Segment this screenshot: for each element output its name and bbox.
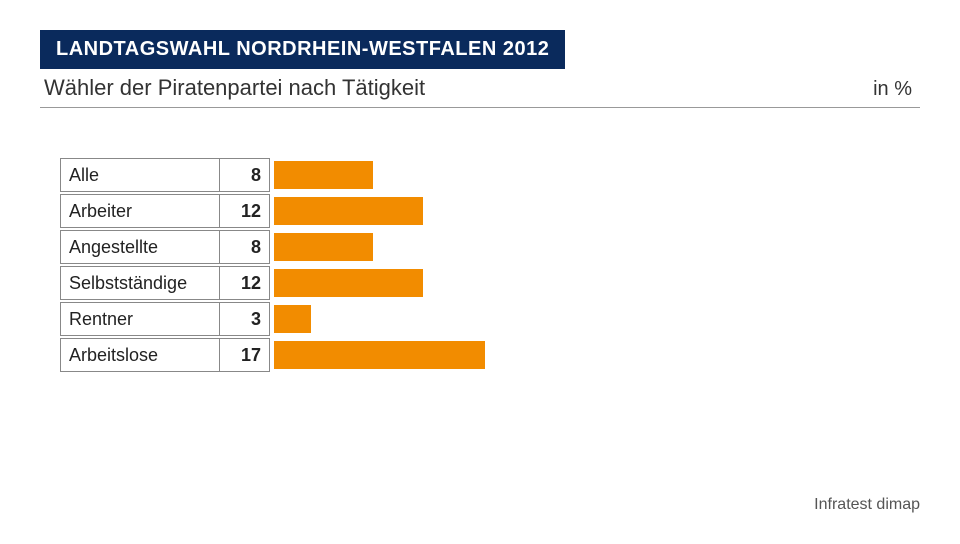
row-label: Angestellte <box>60 230 220 264</box>
bar <box>274 233 373 261</box>
subtitle-row: Wähler der Piratenpartei nach Tätigkeit … <box>40 75 920 108</box>
chart-row: Arbeitslose17 <box>60 338 920 372</box>
bar-cell <box>270 230 920 264</box>
row-value: 12 <box>220 194 270 228</box>
row-value: 8 <box>220 158 270 192</box>
bar <box>274 305 311 333</box>
row-value: 17 <box>220 338 270 372</box>
bar <box>274 161 373 189</box>
row-label: Arbeiter <box>60 194 220 228</box>
bar-cell <box>270 158 920 192</box>
chart-area: Alle8Arbeiter12Angestellte8Selbstständig… <box>40 158 920 372</box>
chart-row: Angestellte8 <box>60 230 920 264</box>
bar <box>274 269 423 297</box>
row-value: 12 <box>220 266 270 300</box>
bar-cell <box>270 266 920 300</box>
unit-label: in % <box>873 78 912 101</box>
row-label: Selbstständige <box>60 266 220 300</box>
bar-cell <box>270 194 920 228</box>
chart-row: Alle8 <box>60 158 920 192</box>
row-value: 3 <box>220 302 270 336</box>
bar <box>274 197 423 225</box>
bar-cell <box>270 302 920 336</box>
subtitle: Wähler der Piratenpartei nach Tätigkeit <box>44 75 425 101</box>
row-label: Alle <box>60 158 220 192</box>
chart-row: Rentner3 <box>60 302 920 336</box>
chart-row: Arbeiter12 <box>60 194 920 228</box>
bar <box>274 341 485 369</box>
chart-container: LANDTAGSWAHL NORDRHEIN-WESTFALEN 2012 Wä… <box>0 0 960 404</box>
chart-row: Selbstständige12 <box>60 266 920 300</box>
source-attribution: Infratest dimap <box>814 496 920 514</box>
row-label: Arbeitslose <box>60 338 220 372</box>
row-value: 8 <box>220 230 270 264</box>
row-label: Rentner <box>60 302 220 336</box>
banner: LANDTAGSWAHL NORDRHEIN-WESTFALEN 2012 <box>40 30 565 69</box>
bar-cell <box>270 338 920 372</box>
